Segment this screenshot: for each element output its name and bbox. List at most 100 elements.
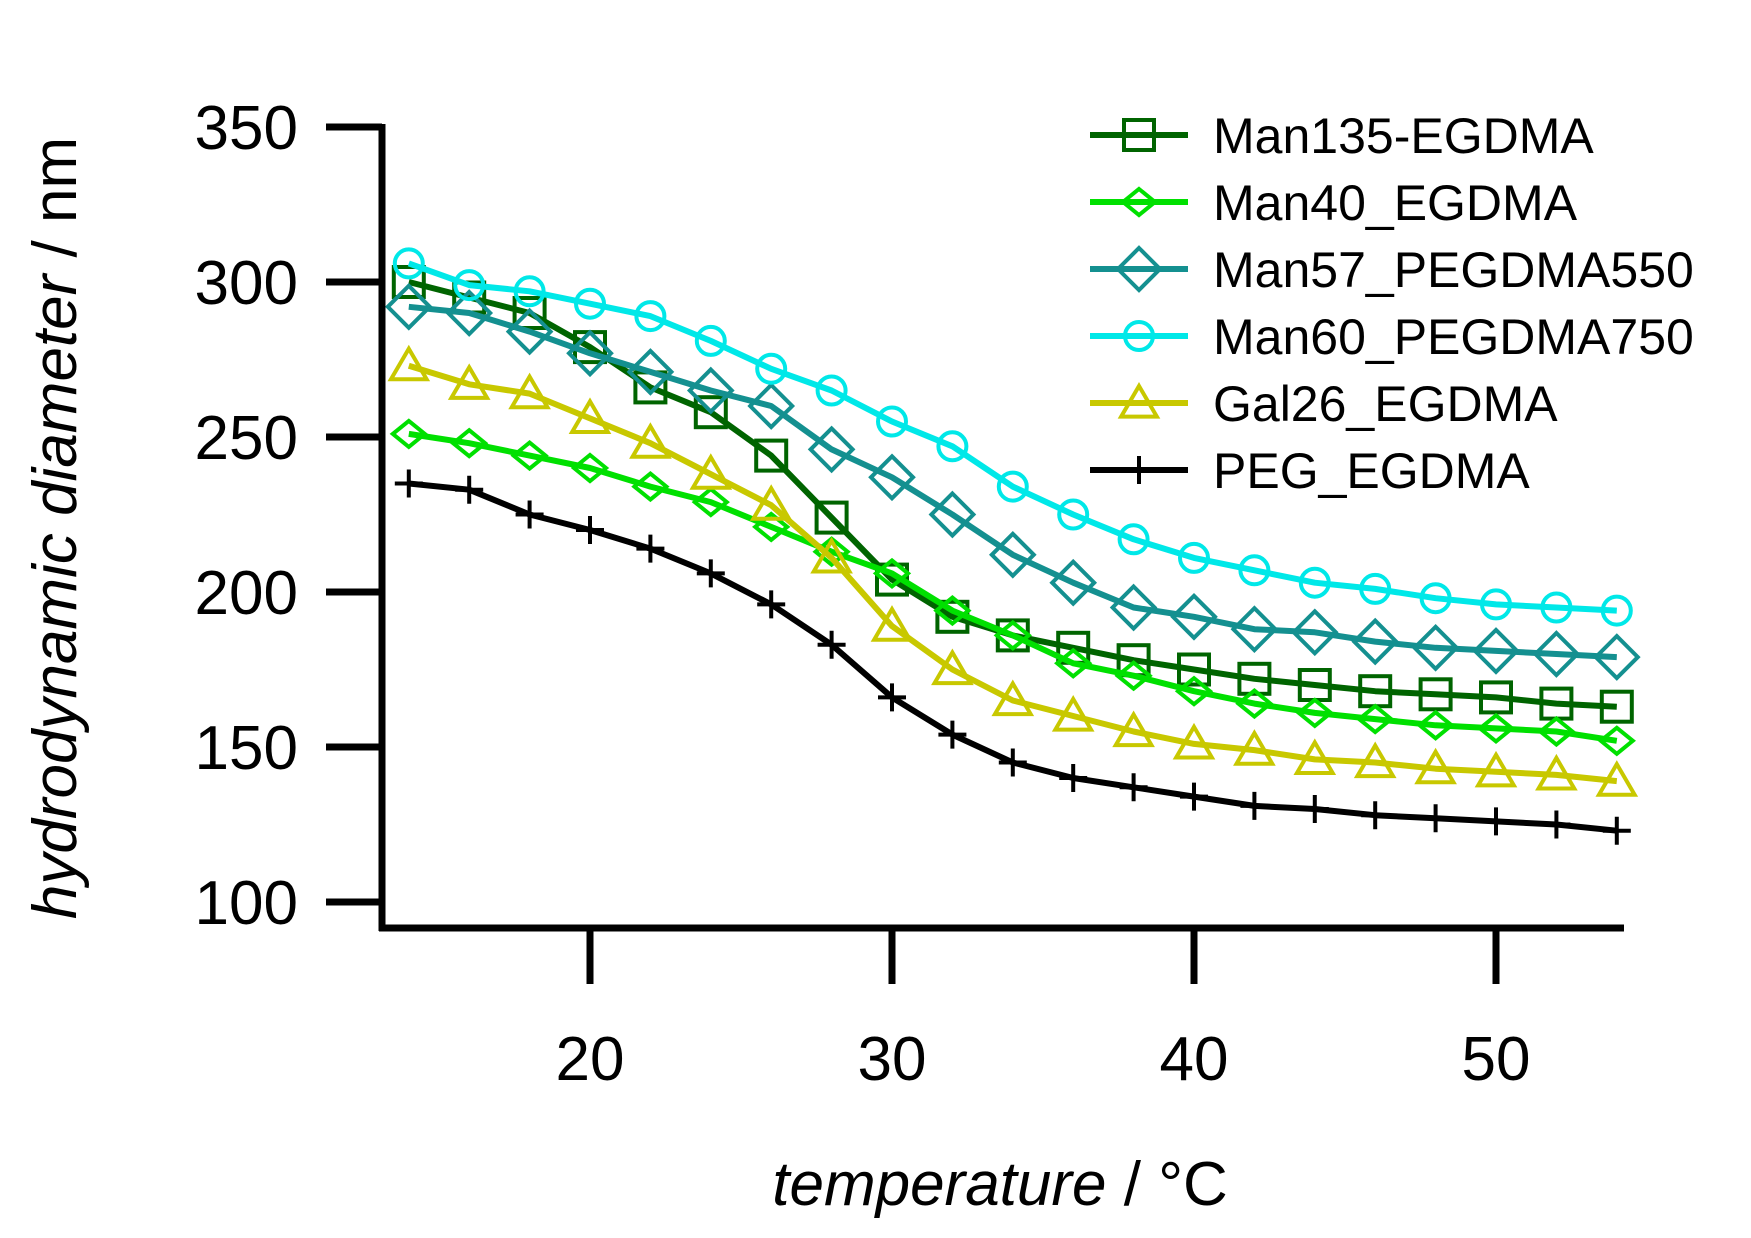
data-point xyxy=(1174,675,1214,707)
data-point xyxy=(807,425,856,474)
data-point xyxy=(1172,722,1216,760)
data-point xyxy=(1416,709,1455,741)
data-point xyxy=(629,422,672,459)
data-point xyxy=(689,453,733,490)
data-point xyxy=(876,405,908,438)
data-point xyxy=(1540,591,1573,624)
data-point xyxy=(815,374,848,407)
data-point xyxy=(1051,695,1095,732)
data-point xyxy=(1112,710,1155,748)
series-layer xyxy=(384,247,1641,845)
data-point xyxy=(566,329,614,378)
data-point xyxy=(1117,523,1150,556)
data-point xyxy=(998,748,1027,777)
legend-label: Man40_EGDMA xyxy=(1213,175,1578,231)
data-point xyxy=(512,296,547,330)
data-point xyxy=(757,590,786,619)
x-tick-label: 50 xyxy=(1462,1025,1531,1094)
series-Man60_PEGDMA750 xyxy=(392,247,1633,627)
data-point xyxy=(686,366,735,415)
data-point xyxy=(693,395,728,430)
data-point xyxy=(991,679,1035,717)
data-point xyxy=(505,307,554,356)
data-point xyxy=(1057,498,1090,531)
legend-item: Man57_PEGDMA550 xyxy=(1090,242,1694,298)
y-tick-label: 350 xyxy=(195,94,298,163)
data-point xyxy=(1170,592,1218,641)
data-point xyxy=(1109,583,1158,632)
data-point xyxy=(1480,588,1512,621)
data-point xyxy=(696,559,725,588)
data-point xyxy=(1597,725,1636,757)
data-point xyxy=(755,352,788,385)
data-point xyxy=(1293,738,1337,775)
data-point xyxy=(1240,791,1269,820)
data-point xyxy=(394,469,423,498)
y-tick-label: 250 xyxy=(195,404,298,473)
data-point xyxy=(515,500,544,529)
data-point xyxy=(447,363,491,400)
data-point xyxy=(450,427,489,459)
data-point xyxy=(636,534,665,563)
series-Man57_PEGDMA550 xyxy=(384,282,1641,681)
data-point xyxy=(455,475,484,504)
series-PEG_EGDMA xyxy=(394,469,1631,845)
data-point xyxy=(1599,689,1634,724)
y-tick-label: 150 xyxy=(195,714,298,783)
data-point xyxy=(1054,647,1093,679)
series-line xyxy=(407,260,1617,614)
data-point xyxy=(747,382,796,430)
data-point xyxy=(933,595,972,627)
y-tick-label: 300 xyxy=(195,249,298,318)
data-point xyxy=(814,500,849,535)
y-tick-label: 200 xyxy=(195,559,298,628)
legend-item: PEG_EGDMA xyxy=(1090,443,1530,499)
data-point xyxy=(1361,801,1390,830)
data-point xyxy=(749,484,793,521)
data-point xyxy=(1114,660,1153,692)
data-point xyxy=(870,605,914,642)
data-point xyxy=(928,490,977,539)
data-point xyxy=(1295,697,1334,729)
legend-item: Gal26_EGDMA xyxy=(1090,376,1558,432)
data-point xyxy=(453,269,486,302)
legend-marker xyxy=(1123,320,1155,352)
legend-marker xyxy=(1119,186,1159,218)
data-point xyxy=(1356,703,1395,735)
data-point xyxy=(752,511,791,543)
legend-marker xyxy=(1117,382,1161,419)
data-point xyxy=(1300,795,1329,823)
data-point xyxy=(1474,750,1518,788)
legend-label: Man135-EGDMA xyxy=(1213,108,1594,164)
series-Gal26_EGDMA xyxy=(387,344,1639,797)
data-point xyxy=(1532,630,1581,678)
data-point xyxy=(878,683,906,712)
legend-item: Man60_PEGDMA750 xyxy=(1090,309,1694,365)
legend-label: PEG_EGDMA xyxy=(1213,443,1530,499)
data-point xyxy=(384,282,433,331)
data-point xyxy=(1411,623,1460,672)
data-point xyxy=(1049,558,1098,607)
data-point xyxy=(1230,605,1279,654)
legend-item: Man135-EGDMA xyxy=(1090,108,1594,164)
data-point xyxy=(1237,661,1272,696)
data-point xyxy=(1479,680,1513,715)
data-point xyxy=(1238,554,1271,587)
series-line xyxy=(408,430,1618,744)
data-point xyxy=(510,440,549,472)
data-point xyxy=(1535,753,1578,791)
data-point xyxy=(508,372,551,410)
legend-item: Man40_EGDMA xyxy=(1090,175,1578,231)
data-point xyxy=(1059,764,1088,792)
data-point xyxy=(1298,566,1331,599)
data-point xyxy=(810,536,853,574)
data-point xyxy=(1418,677,1453,712)
data-point xyxy=(1414,747,1457,785)
data-point xyxy=(387,344,431,382)
x-tick-label: 30 xyxy=(858,1025,927,1094)
data-point xyxy=(936,430,969,463)
data-point xyxy=(1351,617,1400,666)
data-point xyxy=(1233,729,1276,766)
data-point xyxy=(631,471,670,503)
